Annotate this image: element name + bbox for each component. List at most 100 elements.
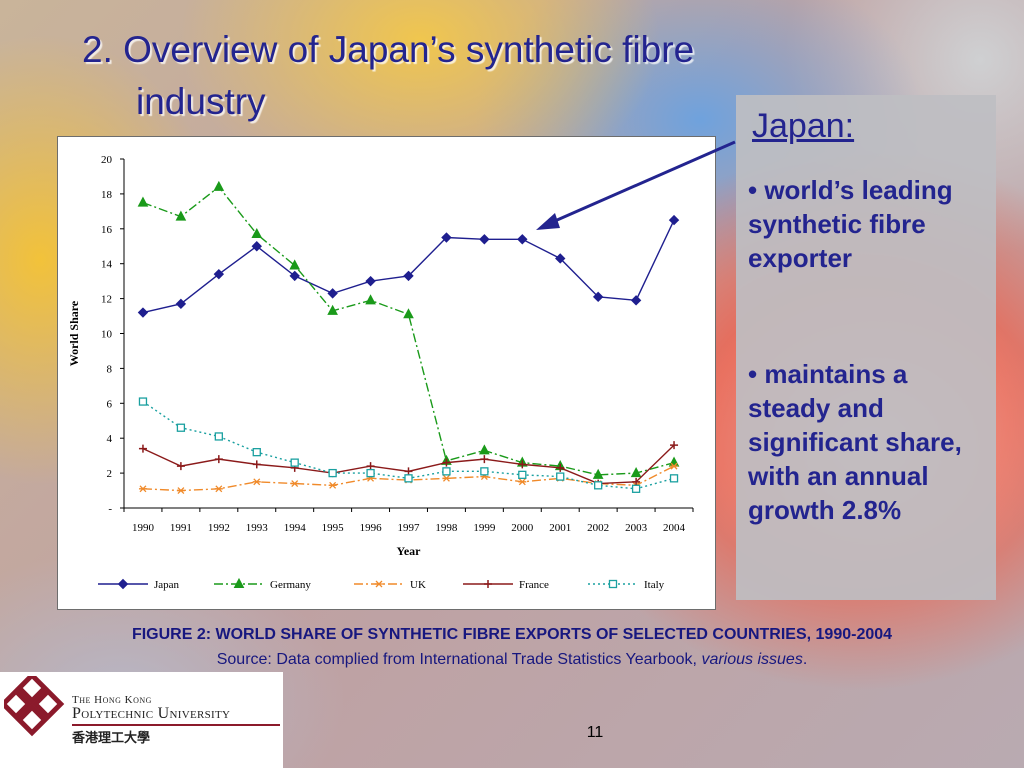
data-point-france [252, 460, 261, 469]
data-point-france [442, 458, 451, 467]
data-point-germany [251, 227, 263, 239]
data-point-germany [365, 294, 376, 305]
data-point-italy [252, 448, 261, 457]
data-point-germany [175, 210, 187, 221]
data-point-italy [518, 470, 527, 479]
data-point-germany [213, 180, 225, 191]
world-share-line-chart: - 2 4 6 8 10 12 14 16 18 20 1990 1991 1992 1993 1994 199… [67, 154, 694, 591]
logo-divider [72, 724, 280, 726]
y-tick-label: 2 [107, 468, 113, 480]
data-point-france [214, 455, 223, 464]
data-point-japan [630, 295, 642, 306]
data-point-france [138, 444, 147, 453]
data-point-italy [442, 467, 451, 476]
slide-title: 2. Overview of Japan’s synthetic fibre i… [82, 24, 842, 128]
page-number: 11 [586, 724, 604, 741]
data-point-uk [670, 462, 679, 470]
japan-info-box: Japan: • world’s leading synthetic fibre… [736, 95, 996, 600]
x-tick-label: 1995 [322, 522, 345, 534]
data-point-italy [594, 481, 603, 490]
data-point-italy [556, 472, 565, 481]
source-suffix: . [802, 651, 808, 668]
data-point-germany [630, 467, 642, 478]
y-tick-label: 20 [101, 154, 113, 166]
x-tick-label: 1997 [398, 522, 421, 534]
data-point-france [518, 460, 527, 469]
figure-caption: FIGURE 2: WORLD SHARE OF SYNTHETIC FIBRE… [131, 626, 893, 643]
info-heading: Japan: [752, 107, 855, 145]
data-point-france [556, 463, 565, 472]
data-point-france [632, 477, 641, 486]
chart-panel: - 2 4 6 8 10 12 14 16 18 20 1990 1991 1992 1993 1994 199… [57, 136, 716, 610]
data-point-uk [252, 478, 261, 486]
legend-marker-germany [233, 577, 245, 588]
series-line-japan [142, 219, 675, 314]
data-point-italy [214, 432, 223, 441]
data-point-uk [214, 485, 223, 493]
data-point-italy [404, 474, 413, 483]
x-tick-label: 1990 [132, 522, 155, 534]
x-tick-label: 1999 [473, 522, 496, 534]
legend-marker-france [484, 580, 492, 588]
x-tick-label: 1991 [170, 522, 192, 534]
data-point-japan [592, 291, 604, 303]
y-tick-label: 18 [101, 189, 113, 201]
legend-marker-uk [375, 580, 383, 588]
x-axis-title: Year [397, 544, 422, 558]
data-point-germany [479, 444, 490, 455]
data-point-france [176, 462, 185, 471]
data-point-germany [289, 259, 301, 270]
data-point-germany [403, 308, 414, 319]
info-bullet-steady-share: • maintains a steady and significant sha… [748, 359, 962, 525]
data-point-uk [442, 474, 451, 482]
slide-title-line2: industry [136, 81, 266, 122]
legend-label-japan: Japan [154, 579, 180, 591]
data-point-uk [176, 487, 185, 495]
data-point-italy [631, 484, 641, 493]
y-tick-label: 4 [107, 433, 113, 445]
data-point-japan [479, 234, 490, 245]
legend-label-france: France [519, 579, 549, 591]
legend-label-uk: UK [410, 579, 426, 591]
source-text: Source: Data complied from International… [216, 651, 702, 668]
data-point-italy [138, 397, 148, 406]
y-tick-label: 8 [107, 363, 113, 375]
data-point-japan [137, 307, 149, 318]
data-point-italy [669, 474, 679, 483]
university-logo: The Hong Kong Polytechnic University 香港理… [0, 672, 283, 768]
source-italic-text: various issues [701, 651, 803, 668]
data-point-italy [366, 468, 375, 478]
series-line-germany [142, 185, 675, 476]
legend-label-germany: Germany [270, 579, 311, 591]
x-tick-label: 1998 [435, 522, 458, 534]
x-tick-label: 2002 [587, 522, 609, 534]
data-point-japan [289, 270, 300, 282]
data-point-france [404, 467, 413, 476]
x-tick-label: 2000 [511, 522, 534, 534]
data-point-japan [175, 298, 187, 310]
polyu-emblem-icon [4, 676, 65, 737]
data-point-japan [403, 270, 414, 282]
x-tick-label: 2004 [663, 522, 686, 534]
data-point-germany [137, 196, 149, 207]
data-point-italy [290, 458, 299, 467]
x-tick-label: 1994 [284, 522, 307, 534]
data-point-japan [668, 214, 680, 226]
data-point-uk [518, 478, 527, 486]
data-point-germany [668, 456, 680, 467]
y-tick-label: 14 [101, 259, 113, 271]
figure-source: Source: Data complied from International… [0, 649, 1024, 671]
data-point-italy [328, 468, 337, 478]
data-point-uk [138, 485, 147, 493]
legend-label-italy: Italy [644, 579, 665, 591]
data-point-france [670, 441, 679, 450]
university-name-line1: The Hong Kong [72, 694, 152, 706]
data-point-france [366, 462, 375, 471]
data-point-japan [251, 241, 262, 252]
slide-title-line1: 2. Overview of Japan’s synthetic fibre [82, 29, 695, 70]
x-tick-label: 2003 [625, 522, 648, 534]
y-tick-label: 6 [107, 398, 113, 410]
data-point-germany [592, 468, 604, 479]
data-point-japan [555, 253, 566, 264]
data-point-uk [328, 481, 337, 489]
